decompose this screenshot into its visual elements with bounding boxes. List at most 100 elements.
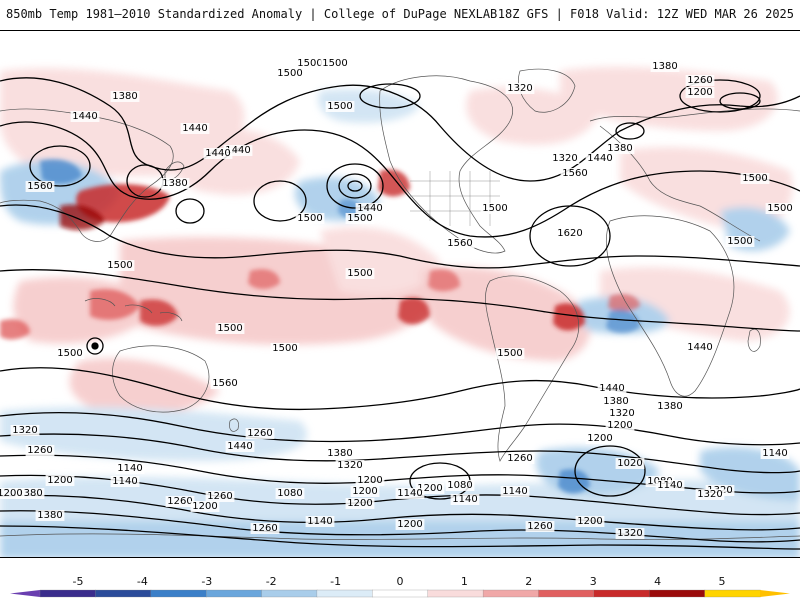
contour-label: 1440: [599, 383, 624, 394]
contour-label-bg: [585, 433, 615, 444]
africa-outline: [606, 215, 735, 397]
contour-label-bg: [605, 420, 635, 431]
model-valid-time: 18Z GFS | F018 Valid: 12Z WED MAR 26 202…: [497, 7, 794, 21]
colorbar-tick-label: -1: [330, 575, 341, 588]
contour-label-bg: [345, 498, 375, 509]
header: 850mb Temp 1981–2010 Standardized Anomal…: [0, 0, 800, 30]
contour-label: 1500: [217, 323, 242, 334]
contour-label-bg: [275, 488, 305, 499]
south-america-outline: [485, 275, 579, 462]
contour-label-bg: [335, 460, 365, 471]
contour-label-bg: [605, 143, 635, 154]
contour-label-bg: [585, 153, 615, 164]
contour-label-bg: [415, 483, 445, 494]
contour-label-bg: [445, 238, 475, 249]
contour-label-bg: [395, 519, 425, 530]
contour-label: 1380: [17, 488, 42, 499]
contour-label: 1260: [167, 496, 192, 507]
contour-label: 1320: [609, 408, 634, 419]
indonesia-outline: [84, 298, 183, 322]
contour-label: 1140: [502, 486, 527, 497]
contour-label-bg: [110, 476, 140, 487]
contour-label: 1140: [117, 463, 142, 474]
colorbar: -5 -4 -3 -2 -1 0 1 2 3 4 5: [0, 560, 800, 600]
contour-label-bg: [275, 68, 305, 79]
contour-label: 1500: [272, 343, 297, 354]
contour-label: 1560: [212, 378, 237, 389]
contour-label: 1200: [0, 488, 23, 499]
contour-label: 1440: [357, 203, 382, 214]
contour-label: 1380: [652, 61, 677, 72]
contour-label-bg: [355, 475, 385, 486]
contour-label: 1500: [727, 236, 752, 247]
colorbar-tick-label: 0: [397, 575, 404, 588]
contour-label-bg: [160, 178, 190, 189]
contour-label: 1380: [162, 178, 187, 189]
contour-label: 1500: [297, 213, 322, 224]
continent-outlines: [0, 68, 800, 540]
colorbar-tick-label: 1: [461, 575, 468, 588]
colorbar-right-extend: [760, 590, 790, 597]
contour-label: 1200: [352, 486, 377, 497]
contour-label-bg: [607, 408, 637, 419]
strong-anomaly-cores: [0, 159, 640, 494]
contour-label-bg: [320, 58, 350, 69]
contour-label-bg: [210, 378, 240, 389]
contour-label: 1380: [607, 143, 632, 154]
contour-label: 1260: [687, 75, 712, 86]
colorbar-swatch: [316, 589, 373, 598]
colorbar-swatch: [206, 589, 263, 598]
contour-label-bg: [345, 268, 375, 279]
contour-label: 1500: [482, 203, 507, 214]
contour-label: 1140: [307, 516, 332, 527]
north-america-outline: [379, 75, 513, 254]
us-state-borders: [410, 171, 500, 226]
contour-label: 1500: [107, 260, 132, 271]
contour-label: 1320: [337, 460, 362, 471]
contour-label: 1500: [322, 58, 347, 69]
contour-label: 1080: [277, 488, 302, 499]
contour-label: 1440: [587, 153, 612, 164]
contour-label: 1260: [252, 523, 277, 534]
colorbar-tick-label: -3: [201, 575, 212, 588]
contour-label: 1140: [112, 476, 137, 487]
contour-label: 1260: [507, 453, 532, 464]
contour-label: 1200: [587, 433, 612, 444]
contour-label: 1380: [37, 510, 62, 521]
contour-label: 1500: [277, 68, 302, 79]
colorbar-swatch: [704, 589, 761, 598]
colorbar-tick-label: 2: [525, 575, 532, 588]
contour-label: 1380: [327, 448, 352, 459]
contour-label: 1500: [297, 58, 322, 69]
contour-label: 1440: [687, 342, 712, 353]
contour-label-bg: [295, 58, 325, 69]
colorbar-tick-label: -2: [266, 575, 277, 588]
contour-label-bg: [685, 342, 715, 353]
contour-label-bg: [10, 425, 40, 436]
contour-label-bg: [215, 323, 245, 334]
contour-label: 1440: [205, 148, 230, 159]
colorbar-swatch: [482, 589, 540, 598]
contour-label-bg: [760, 448, 790, 459]
contour-label: 1440: [225, 145, 250, 156]
contour-label-bg: [685, 75, 715, 86]
contour-label: 1500: [347, 213, 372, 224]
contour-label-bg: [505, 453, 535, 464]
colorbar-swatch: [150, 589, 207, 598]
contour-label-bg: [495, 348, 525, 359]
colorbar-swatch: [538, 589, 595, 598]
contour-label: 1200: [192, 501, 217, 512]
map-title: 850mb Temp 1981–2010 Standardized Anomal…: [6, 7, 498, 21]
contour-label-bg: [225, 441, 255, 452]
contour-label: 1500: [742, 173, 767, 184]
colorbar-left-extend: [10, 590, 40, 597]
contour-label: 1200: [357, 475, 382, 486]
contour-label: 1380: [657, 401, 682, 412]
contour-label: 1500: [767, 203, 792, 214]
contour-label: 1500: [347, 268, 372, 279]
contour-label: 1020: [617, 458, 642, 469]
map-panel[interactable]: 1440 1380 1440 1500 1440 1560 1380 1440 1500 1500…: [0, 30, 800, 558]
australia-outline: [112, 345, 210, 413]
contour-label-bg: [655, 480, 685, 491]
